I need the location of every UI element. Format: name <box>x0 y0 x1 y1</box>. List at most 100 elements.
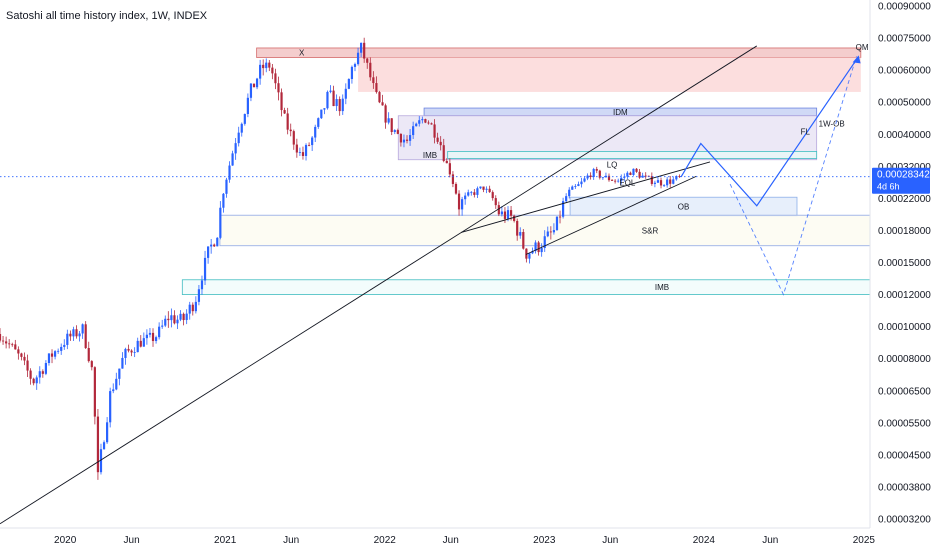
candle-body-102 <box>311 137 314 146</box>
candle-body-193 <box>589 175 592 178</box>
candle-body-220 <box>672 179 675 184</box>
candle-body-168 <box>513 215 516 221</box>
candle-body-205 <box>626 172 629 177</box>
candle-body-113 <box>344 88 347 99</box>
candle-body-204 <box>623 176 626 178</box>
x-tick-label-5: Jun <box>443 535 459 546</box>
candle-body-81 <box>246 97 249 115</box>
candle-body-161 <box>491 192 494 199</box>
candle-body-162 <box>494 198 497 206</box>
candle-body-145 <box>442 145 445 161</box>
candle-body-136 <box>415 123 418 127</box>
candles-layer <box>0 37 681 480</box>
zone-label-2: IDM <box>613 108 628 117</box>
y-tick-label-15: 0.00003800 <box>878 482 931 493</box>
y-tick-label-0: 0.00090000 <box>878 2 931 13</box>
x-tick-label-4: 2022 <box>374 535 397 546</box>
candle-body-106 <box>323 108 326 110</box>
candle-body-32 <box>96 416 100 473</box>
candle-body-53 <box>161 325 164 327</box>
y-tick-label-9: 0.00012000 <box>878 290 931 301</box>
candle-body-149 <box>454 183 458 194</box>
candle-body-8 <box>23 356 26 361</box>
candle-body-23 <box>69 333 72 337</box>
candle-body-16 <box>47 353 51 364</box>
price-axis[interactable]: 0.00090000 0.00075000 0.00060000 0.00050000… <box>878 2 931 526</box>
candle-body-1 <box>1 340 5 342</box>
candle-body-70 <box>213 244 216 247</box>
candle-body-135 <box>412 126 415 136</box>
candle-body-30 <box>90 361 93 368</box>
candle-body-79 <box>240 123 243 133</box>
candle-body-112 <box>341 98 344 112</box>
candle-body-62 <box>188 304 191 314</box>
candle-body-60 <box>182 313 185 321</box>
candle-body-122 <box>372 77 375 84</box>
candle-body-51 <box>154 337 158 342</box>
candle-body-18 <box>53 351 57 357</box>
candle-body-140 <box>427 122 430 124</box>
annotation-fl: FL <box>801 127 811 136</box>
candle-body-222 <box>678 175 681 177</box>
candle-body-121 <box>369 62 372 78</box>
candle-body-47 <box>142 338 145 347</box>
candle-body-55 <box>167 318 170 321</box>
zone-label-4: IMB <box>423 151 437 160</box>
candle-body-190 <box>580 181 583 185</box>
candle-body-12 <box>35 377 38 384</box>
candle-body-141 <box>430 123 433 125</box>
candle-body-198 <box>604 175 608 178</box>
candle-body-72 <box>219 207 222 238</box>
candle-body-165 <box>503 211 507 219</box>
candle-body-203 <box>620 177 623 181</box>
candle-body-87 <box>265 62 268 69</box>
x-tick-label-9: Jun <box>762 535 778 546</box>
candle-body-146 <box>445 160 448 164</box>
candle-body-117 <box>356 52 360 65</box>
y-tick-label-16: 0.00003200 <box>878 515 931 526</box>
candle-body-4 <box>11 344 14 346</box>
candle-body-216 <box>659 180 663 186</box>
zone-label-7: IMB <box>655 283 669 292</box>
candle-body-25 <box>75 329 78 337</box>
candle-body-196 <box>598 170 601 178</box>
candle-body-131 <box>399 133 402 143</box>
time-axis[interactable]: 2020 Jun 2021 Jun 2022 Jun 2023 Jun 2024 Jun 2025 <box>54 535 875 546</box>
candle-body-151 <box>461 199 464 210</box>
candle-body-185 <box>565 196 568 202</box>
projection-path <box>680 56 860 207</box>
trendline-channel-lower <box>525 175 697 255</box>
candle-body-26 <box>78 333 81 337</box>
candle-body-19 <box>57 350 60 352</box>
candle-body-127 <box>387 118 390 123</box>
candle-body-75 <box>228 165 231 180</box>
candle-body-181 <box>552 230 556 233</box>
candle-body-156 <box>476 188 479 195</box>
y-tick-label-10: 0.00010000 <box>878 322 931 333</box>
candle-body-120 <box>366 58 369 63</box>
candle-body-21 <box>63 344 66 347</box>
candle-body-169 <box>516 220 519 236</box>
candle-body-119 <box>363 42 366 59</box>
candle-body-3 <box>8 343 11 345</box>
candle-body-206 <box>629 172 632 175</box>
candle-body-174 <box>531 251 534 254</box>
candle-body-27 <box>81 324 84 334</box>
candle-body-9 <box>26 360 29 371</box>
candle-body-114 <box>347 79 350 89</box>
candle-body-52 <box>158 326 161 338</box>
candle-body-43 <box>130 350 133 353</box>
candle-body-103 <box>314 126 317 138</box>
candle-body-33 <box>99 449 103 473</box>
annotation-lq: LQ <box>607 161 618 170</box>
candle-body-88 <box>268 62 271 68</box>
current-price-badge[interactable]: 0.00028342 4d 6h <box>872 167 930 194</box>
candle-body-138 <box>421 119 424 121</box>
y-tick-label-7: 0.00018000 <box>878 226 931 237</box>
candle-body-58 <box>176 319 179 324</box>
candle-body-144 <box>439 141 442 146</box>
price-badge-value: 0.00028342 <box>877 170 930 181</box>
candle-body-160 <box>488 188 491 193</box>
